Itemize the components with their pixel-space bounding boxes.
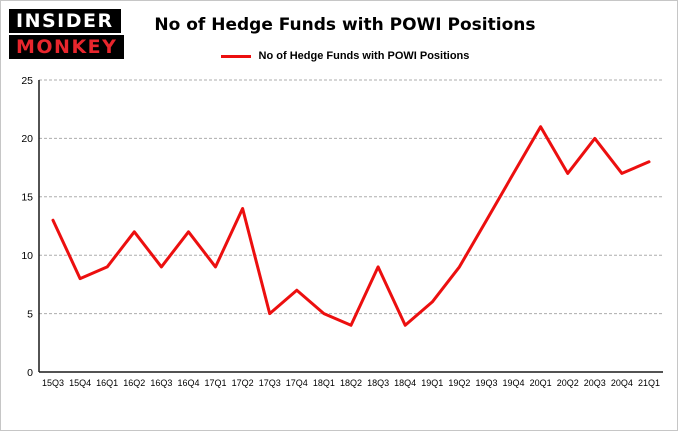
x-tick-label: 20Q2 [557,378,579,388]
logo-text-insider: INSIDER [9,9,121,33]
x-tick-label: 16Q4 [177,378,199,388]
x-tick-label: 17Q3 [259,378,281,388]
x-tick-label: 15Q3 [42,378,64,388]
x-tick-label: 20Q4 [611,378,633,388]
x-tick-label: 17Q2 [232,378,254,388]
x-tick-label: 18Q4 [394,378,416,388]
y-tick-label: 0 [27,367,33,379]
line-chart: 0 5 10 15 20 25 15Q3 15Q4 16Q1 16Q2 16Q3 16Q4 17Q1 17… [21,75,663,388]
insider-monkey-logo: INSIDER MONKEY [9,9,125,59]
y-tick-label: 10 [21,250,33,262]
x-tick-label: 16Q1 [96,378,118,388]
x-tick-label: 16Q3 [150,378,172,388]
chart-title: No of Hedge Funds with POWI Positions [154,15,536,35]
data-series-line [51,125,651,327]
logo-text-monkey: MONKEY [9,35,125,59]
y-tick-label: 25 [21,75,33,87]
x-tick-label: 18Q1 [313,378,335,388]
x-tick-label: 19Q1 [421,378,443,388]
title-block: No of Hedge Funds with POWI Positions No… [154,15,535,62]
x-tick-label: 17Q1 [205,378,227,388]
x-tick-label: 20Q1 [530,378,552,388]
y-tick-label: 15 [21,192,33,204]
x-tick-label: 15Q4 [69,378,91,388]
x-tick-label: 18Q2 [340,378,362,388]
legend: No of Hedge Funds with POWI Positions [220,50,470,62]
y-tick-label: 20 [21,133,33,145]
y-tick-label: 5 [27,308,33,320]
x-tick-label: 19Q3 [475,378,497,388]
chart-area: 0 5 10 15 20 25 15Q3 15Q4 16Q1 16Q2 16Q3 16Q4 17Q1 17… [1,62,677,409]
x-tick-label: 19Q4 [503,378,525,388]
x-tick-label: 19Q2 [448,378,470,388]
header: INSIDER MONKEY No of Hedge Funds with PO… [1,1,677,62]
x-tick-label: 21Q1 [638,378,660,388]
x-tick-label: 18Q3 [367,378,389,388]
x-tick-label: 17Q4 [286,378,308,388]
legend-line-swatch [220,54,251,58]
x-tick-label: 20Q3 [584,378,606,388]
legend-label: No of Hedge Funds with POWI Positions [258,50,470,62]
x-tick-label: 16Q2 [123,378,145,388]
